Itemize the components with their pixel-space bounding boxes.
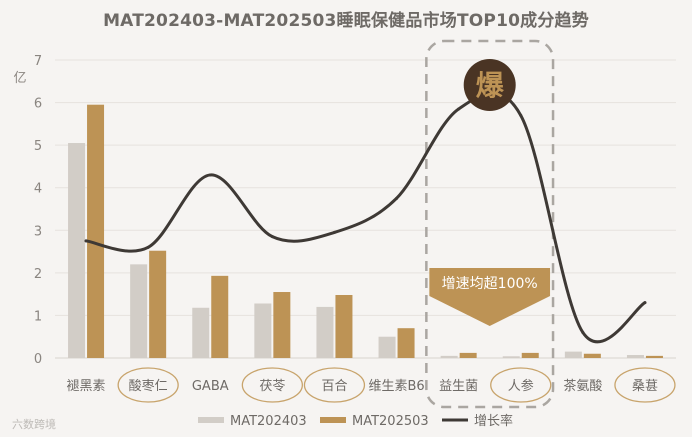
x-tick-label: 益生菌 xyxy=(439,379,478,394)
bar-mat202403 xyxy=(68,143,86,358)
bar-mat202403 xyxy=(626,355,644,358)
bar-mat202403 xyxy=(130,264,148,358)
x-label-circle xyxy=(117,367,179,403)
badge-text: 爆 xyxy=(476,69,505,102)
y-tick-label: 5 xyxy=(34,139,42,154)
y-tick-label: 1 xyxy=(34,309,42,324)
y-tick-label: 2 xyxy=(34,267,42,282)
callout-arrow xyxy=(429,296,551,326)
growth-rate-point xyxy=(146,245,150,249)
x-tick-label: 酸枣仁 xyxy=(129,379,168,394)
bar-mat202503 xyxy=(273,292,291,358)
bar-mat202503 xyxy=(397,328,415,358)
legend-label-mat202503: MAT202503 xyxy=(352,414,429,429)
legend-swatch-mat202403 xyxy=(198,417,224,423)
bar-mat202403 xyxy=(378,336,396,358)
x-tick-label: 百合 xyxy=(321,379,347,394)
y-tick-label: 3 xyxy=(34,224,42,239)
x-tick-label: 褪黑素 xyxy=(67,379,106,394)
growth-rate-point xyxy=(581,330,585,334)
x-label-circle xyxy=(241,367,304,403)
growth-rate-point xyxy=(519,113,523,117)
bar-mat202403 xyxy=(254,303,272,358)
legend-label-mat202403: MAT202403 xyxy=(230,414,307,429)
x-label-circle xyxy=(490,367,552,403)
x-tick-label: GABA xyxy=(192,379,229,394)
y-tick-label: 7 xyxy=(34,54,42,69)
growth-rate-point xyxy=(270,235,274,239)
badge-circle xyxy=(463,59,516,111)
callout-text: 增速均超100% xyxy=(442,276,538,292)
x-label-circle xyxy=(303,367,366,403)
bar-mat202403 xyxy=(564,351,582,358)
x-tick-label: 维生素B6 xyxy=(368,379,424,394)
x-tick-label: 茯苓 xyxy=(259,379,285,394)
growth-rate-line xyxy=(84,91,647,344)
growth-rate-point xyxy=(395,196,399,200)
bar-mat202503 xyxy=(645,355,663,358)
x-tick-label: 桑葚 xyxy=(632,379,658,394)
x-tick-label: 茶氨酸 xyxy=(563,378,602,394)
y-tick-label: 4 xyxy=(34,182,42,197)
callout-box xyxy=(429,268,551,296)
y-axis-label: 亿 xyxy=(13,71,26,86)
growth-rate-point xyxy=(457,107,461,111)
x-label-circle xyxy=(614,367,676,403)
chart-title: MAT202403-MAT202503睡眠保健品市场TOP10成分趋势 xyxy=(103,11,589,31)
growth-rate-point xyxy=(84,239,88,243)
bar-mat202503 xyxy=(149,250,167,358)
growth-rate-point xyxy=(208,173,212,177)
bar-mat202403 xyxy=(502,356,520,358)
growth-rate-point xyxy=(643,301,647,305)
watermark: 六数跨境 xyxy=(12,418,56,431)
bar-mat202503 xyxy=(521,352,539,358)
bar-mat202403 xyxy=(192,307,210,358)
bar-mat202503 xyxy=(583,353,601,358)
bar-mat202403 xyxy=(440,355,458,358)
bar-mat202503 xyxy=(335,294,353,358)
y-tick-label: 0 xyxy=(34,352,42,367)
legend-swatch-mat202503 xyxy=(320,417,346,423)
bar-mat202503 xyxy=(87,104,105,358)
x-tick-label: 人参 xyxy=(508,378,534,394)
bar-mat202503 xyxy=(211,275,229,358)
bar-mat202403 xyxy=(316,306,334,358)
bar-mat202503 xyxy=(459,352,477,358)
legend-label-growth: 增长率 xyxy=(474,413,513,429)
growth-rate-point xyxy=(332,230,336,234)
y-tick-label: 6 xyxy=(34,97,42,112)
